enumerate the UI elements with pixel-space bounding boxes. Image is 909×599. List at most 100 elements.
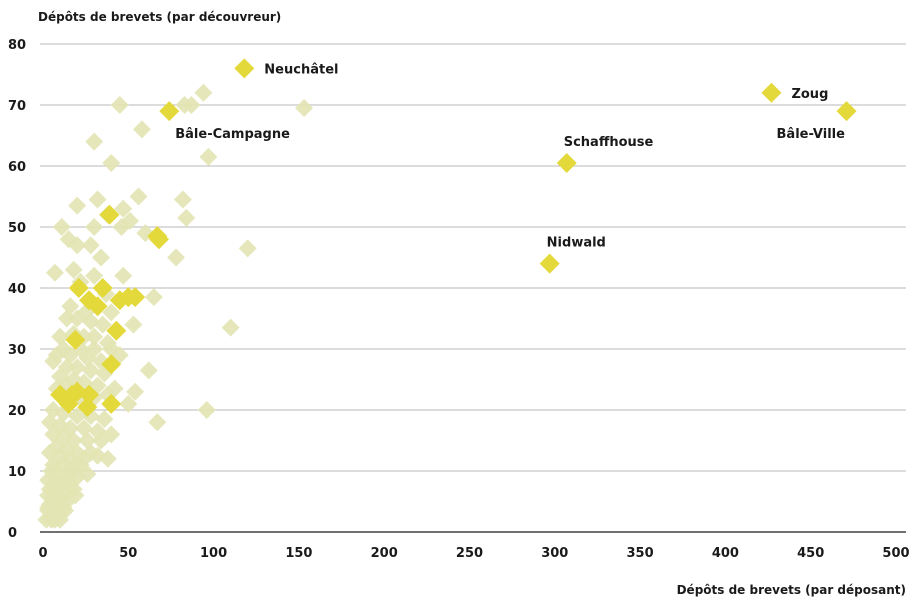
y-tick-label: 60 — [8, 160, 26, 175]
highlight-point — [87, 296, 108, 317]
scatter-point — [45, 263, 64, 282]
scatter-point — [68, 236, 87, 255]
highlight-point — [68, 278, 89, 298]
y-tick-label: 0 — [8, 526, 17, 541]
scatter-point — [92, 431, 111, 450]
scatter-point — [139, 361, 158, 380]
scatter-point — [61, 297, 80, 316]
scatter-point — [221, 318, 240, 337]
scatter-point — [57, 309, 76, 328]
scatter-point — [110, 96, 129, 114]
point-label: Bâle-Ville — [777, 127, 846, 142]
y-tick-label: 10 — [8, 465, 26, 480]
y-tick-label: 30 — [8, 343, 26, 358]
scatter-point — [124, 315, 143, 334]
y-tick-label: 80 — [8, 38, 26, 53]
labeled-point — [234, 58, 255, 79]
highlight-point — [79, 384, 100, 405]
point-label: Nidwald — [547, 236, 606, 251]
scatter-point — [173, 190, 192, 209]
scatter-point — [56, 501, 75, 520]
scatter-point — [85, 327, 104, 346]
x-tick-label: 400 — [712, 546, 739, 561]
x-axis-title: Dépôts de brevets (par déposant) — [677, 583, 906, 597]
scatter-point — [64, 260, 83, 279]
scatter-point — [37, 510, 56, 529]
scatter-point — [129, 187, 148, 206]
labeled-point — [159, 101, 180, 122]
scatter-point — [167, 248, 186, 267]
y-tick-label: 70 — [8, 99, 26, 114]
y-axis-title: Dépôts de brevets (par découvreur) — [38, 10, 281, 24]
labeled-point — [556, 152, 577, 173]
point-label: Zoug — [791, 87, 828, 102]
x-tick-label: 250 — [456, 546, 483, 561]
scatter-point — [66, 486, 85, 505]
scatter-point — [295, 99, 314, 118]
highlight-point — [99, 204, 120, 225]
scatter-point — [114, 199, 133, 218]
y-tick-label: 40 — [8, 282, 26, 297]
scatter-point — [81, 236, 100, 255]
highlight-point — [101, 393, 122, 414]
scatter-point — [132, 120, 151, 139]
point-label: Schaffhouse — [564, 135, 654, 150]
labeled-point — [539, 253, 560, 274]
scatter-point — [44, 352, 63, 371]
x-tick-label: 500 — [882, 546, 909, 561]
scatter-point — [148, 413, 167, 432]
scatter-point — [78, 465, 97, 484]
x-tick-label: 450 — [797, 546, 824, 561]
y-tick-label: 20 — [8, 404, 26, 419]
scatter-point — [194, 83, 213, 102]
scatter-point — [52, 218, 71, 236]
scatter-point — [126, 382, 145, 401]
highlight-point — [106, 320, 127, 341]
scatter-point — [39, 498, 58, 517]
background-points — [37, 83, 314, 529]
scatter-point — [57, 358, 76, 377]
y-tick-label: 50 — [8, 221, 26, 236]
x-tick-label: 0 — [38, 546, 47, 561]
highlight-points — [50, 204, 170, 417]
highlight-point — [58, 393, 79, 414]
highlight-point — [149, 229, 170, 250]
x-tick-label: 50 — [119, 546, 137, 561]
x-tick-label: 200 — [371, 546, 398, 561]
scatter-point — [68, 407, 87, 426]
highlight-point — [65, 329, 86, 350]
scatter-point — [102, 153, 121, 172]
y-tick-labels: 0 10 20 30 40 50 60 70 80 — [8, 38, 26, 541]
scatter-point — [92, 248, 111, 267]
highlight-point — [125, 287, 146, 308]
scatter-point — [68, 196, 87, 215]
x-tick-label: 150 — [285, 546, 312, 561]
scatter-point — [68, 309, 87, 328]
scatter-point — [95, 410, 114, 429]
scatter-point — [59, 462, 78, 480]
scatter-point — [61, 346, 80, 365]
scatter-point — [93, 315, 112, 334]
scatter-point — [85, 266, 104, 285]
labeled-points: Neuchâtel Zoug Bâle-Ville Bâle-Campagne Scha… — [159, 58, 857, 274]
scatter-point — [238, 239, 257, 258]
scatter-point — [182, 96, 201, 114]
highlight-point — [77, 396, 98, 417]
scatter-point — [121, 211, 140, 230]
scatter-point — [197, 401, 216, 419]
scatter-point — [85, 132, 104, 151]
scatter-point — [119, 394, 138, 413]
x-tick-label: 100 — [200, 546, 227, 561]
scatter-point — [85, 218, 104, 236]
highlight-point — [92, 278, 113, 298]
point-label: Neuchâtel — [264, 62, 338, 77]
point-label: Bâle-Campagne — [175, 127, 290, 142]
scatter-point — [199, 147, 218, 166]
scatter-point — [144, 288, 163, 307]
scatter-point — [88, 190, 107, 209]
scatter-point — [88, 446, 107, 465]
scatter-point — [114, 266, 133, 285]
scatter-point — [177, 208, 196, 227]
labeled-point — [761, 82, 782, 103]
